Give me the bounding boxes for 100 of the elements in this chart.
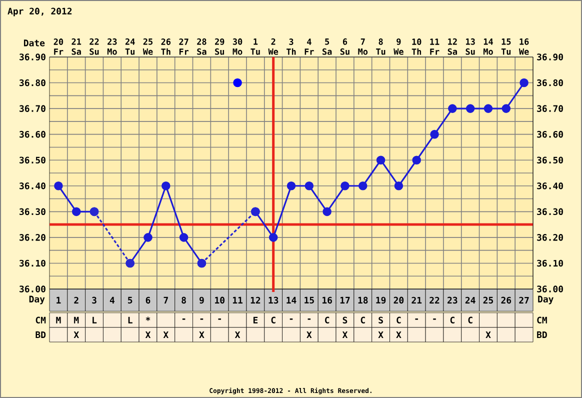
x-tick-label: 11 bbox=[232, 296, 243, 304]
text: Day bbox=[538, 296, 554, 304]
x-tick-label: 12 bbox=[250, 296, 260, 304]
text: 15 Tu bbox=[501, 38, 511, 55]
y2-tick-label: 36.20 bbox=[537, 234, 563, 241]
text: 14 Mo bbox=[484, 38, 493, 55]
text: 20 Fr bbox=[54, 38, 64, 55]
text: 6 Su bbox=[340, 38, 350, 55]
text: X bbox=[199, 331, 204, 338]
text: E bbox=[253, 316, 258, 324]
x-tick-label: 6 bbox=[146, 296, 150, 304]
text: 16 We bbox=[518, 38, 529, 55]
text: X bbox=[74, 331, 79, 338]
x-tick-label: 4 bbox=[110, 296, 114, 304]
x-tick-label: 9 bbox=[200, 296, 204, 304]
y-tick-label: 36.20 bbox=[20, 234, 46, 241]
text: X bbox=[234, 331, 240, 338]
y-tick-label: 36.30 bbox=[20, 208, 46, 216]
x-tick-label: 1 bbox=[56, 296, 61, 304]
y-tick-label: 36.40 bbox=[20, 182, 46, 190]
x-tick-label: 14 bbox=[286, 296, 296, 304]
x-tick-label: 13 bbox=[268, 296, 278, 304]
y-tick-label: 36.90 bbox=[20, 54, 46, 60]
text: 7 Mo bbox=[358, 38, 368, 55]
x-tick-label: 16 bbox=[322, 296, 332, 304]
text: X bbox=[486, 331, 491, 338]
y2-tick-label: 36.00 bbox=[537, 286, 563, 292]
x-tick-label: 2 bbox=[74, 296, 78, 304]
text: 13 Su bbox=[466, 38, 475, 55]
text: 26 Th bbox=[161, 38, 171, 55]
text: 8 Tu bbox=[376, 38, 386, 55]
x-tick-label: 3 bbox=[92, 296, 96, 304]
text: L bbox=[128, 316, 132, 324]
text: 27 Fr bbox=[179, 38, 189, 55]
y2-tick-label: BD bbox=[537, 331, 547, 338]
text: 28 Sa bbox=[197, 38, 206, 55]
y-tick-label: 36.00 bbox=[20, 286, 46, 292]
text: C bbox=[396, 316, 401, 324]
text: S bbox=[378, 316, 383, 324]
x-tick-label: 23 bbox=[448, 296, 458, 304]
text: 29 Su bbox=[215, 38, 224, 55]
text: 9 We bbox=[394, 38, 404, 55]
text: 1 Tu bbox=[250, 38, 260, 55]
y2-tick-label: CM bbox=[537, 316, 547, 324]
text: - bbox=[200, 318, 204, 320]
y-tick-label: 36.60 bbox=[20, 130, 46, 138]
text: C bbox=[325, 316, 330, 324]
y-tick-label: 36.50 bbox=[20, 156, 46, 164]
x-tick-label: 26 bbox=[501, 296, 512, 304]
y2-tick-label: 36.80 bbox=[537, 79, 563, 86]
text: - bbox=[290, 318, 293, 320]
x-tick-label: 5 bbox=[128, 296, 132, 304]
text: 2 We bbox=[268, 38, 278, 55]
text: S bbox=[342, 316, 348, 324]
text: 22 Su bbox=[90, 38, 99, 55]
x-tick-label: 20 bbox=[394, 296, 404, 304]
y2-tick-label: 36.10 bbox=[537, 260, 563, 267]
x-tick-label: 22 bbox=[430, 296, 440, 304]
text: X bbox=[396, 331, 402, 338]
text: 12 Sa bbox=[448, 38, 458, 55]
text: * bbox=[146, 316, 150, 321]
x-tick-label: 19 bbox=[376, 296, 386, 304]
text: M bbox=[74, 316, 79, 324]
y2-tick-label: 36.30 bbox=[537, 208, 563, 216]
y-tick-label: 36.80 bbox=[20, 79, 46, 86]
text: 25 We bbox=[142, 38, 153, 55]
x-tick-label: 18 bbox=[358, 296, 368, 304]
y-tick-label: BD bbox=[36, 331, 46, 338]
y2-tick-label: 36.60 bbox=[537, 130, 563, 138]
text: 23 Mo bbox=[107, 38, 117, 55]
x2-axis-title: Date bbox=[24, 40, 45, 46]
text: 21 Sa bbox=[72, 38, 82, 55]
text: C bbox=[360, 316, 365, 324]
x-tick-label: 8 bbox=[182, 296, 186, 304]
text: 11 Fr bbox=[430, 38, 440, 55]
y2-tick-label: 36.50 bbox=[537, 156, 563, 164]
text: - bbox=[182, 318, 186, 320]
y2-tick-label: 36.90 bbox=[537, 54, 563, 60]
text: - bbox=[415, 318, 418, 320]
text: X bbox=[145, 331, 151, 338]
text: C bbox=[450, 316, 454, 324]
x-tick-label: 7 bbox=[164, 296, 168, 304]
text: 4 Fr bbox=[304, 38, 314, 55]
x-tick-label: 25 bbox=[483, 296, 494, 304]
text: 5 Sa bbox=[322, 38, 332, 55]
chart-title: Apr 20, 2012 bbox=[8, 8, 72, 16]
x-tick-label: 10 bbox=[215, 296, 224, 304]
text: X bbox=[306, 331, 312, 338]
y-tick-label: 36.70 bbox=[20, 105, 46, 112]
text: - bbox=[218, 318, 222, 320]
text: X bbox=[342, 331, 348, 338]
x-tick-label: 27 bbox=[519, 296, 529, 304]
text: C bbox=[468, 316, 472, 324]
text: 10 Th bbox=[412, 38, 422, 55]
text: C bbox=[271, 316, 276, 324]
text: 3 Th bbox=[286, 38, 296, 55]
y-tick-label: CM bbox=[36, 316, 46, 324]
text: X bbox=[378, 331, 384, 338]
y2-tick-label: 36.70 bbox=[537, 105, 563, 112]
text: - bbox=[308, 318, 311, 320]
